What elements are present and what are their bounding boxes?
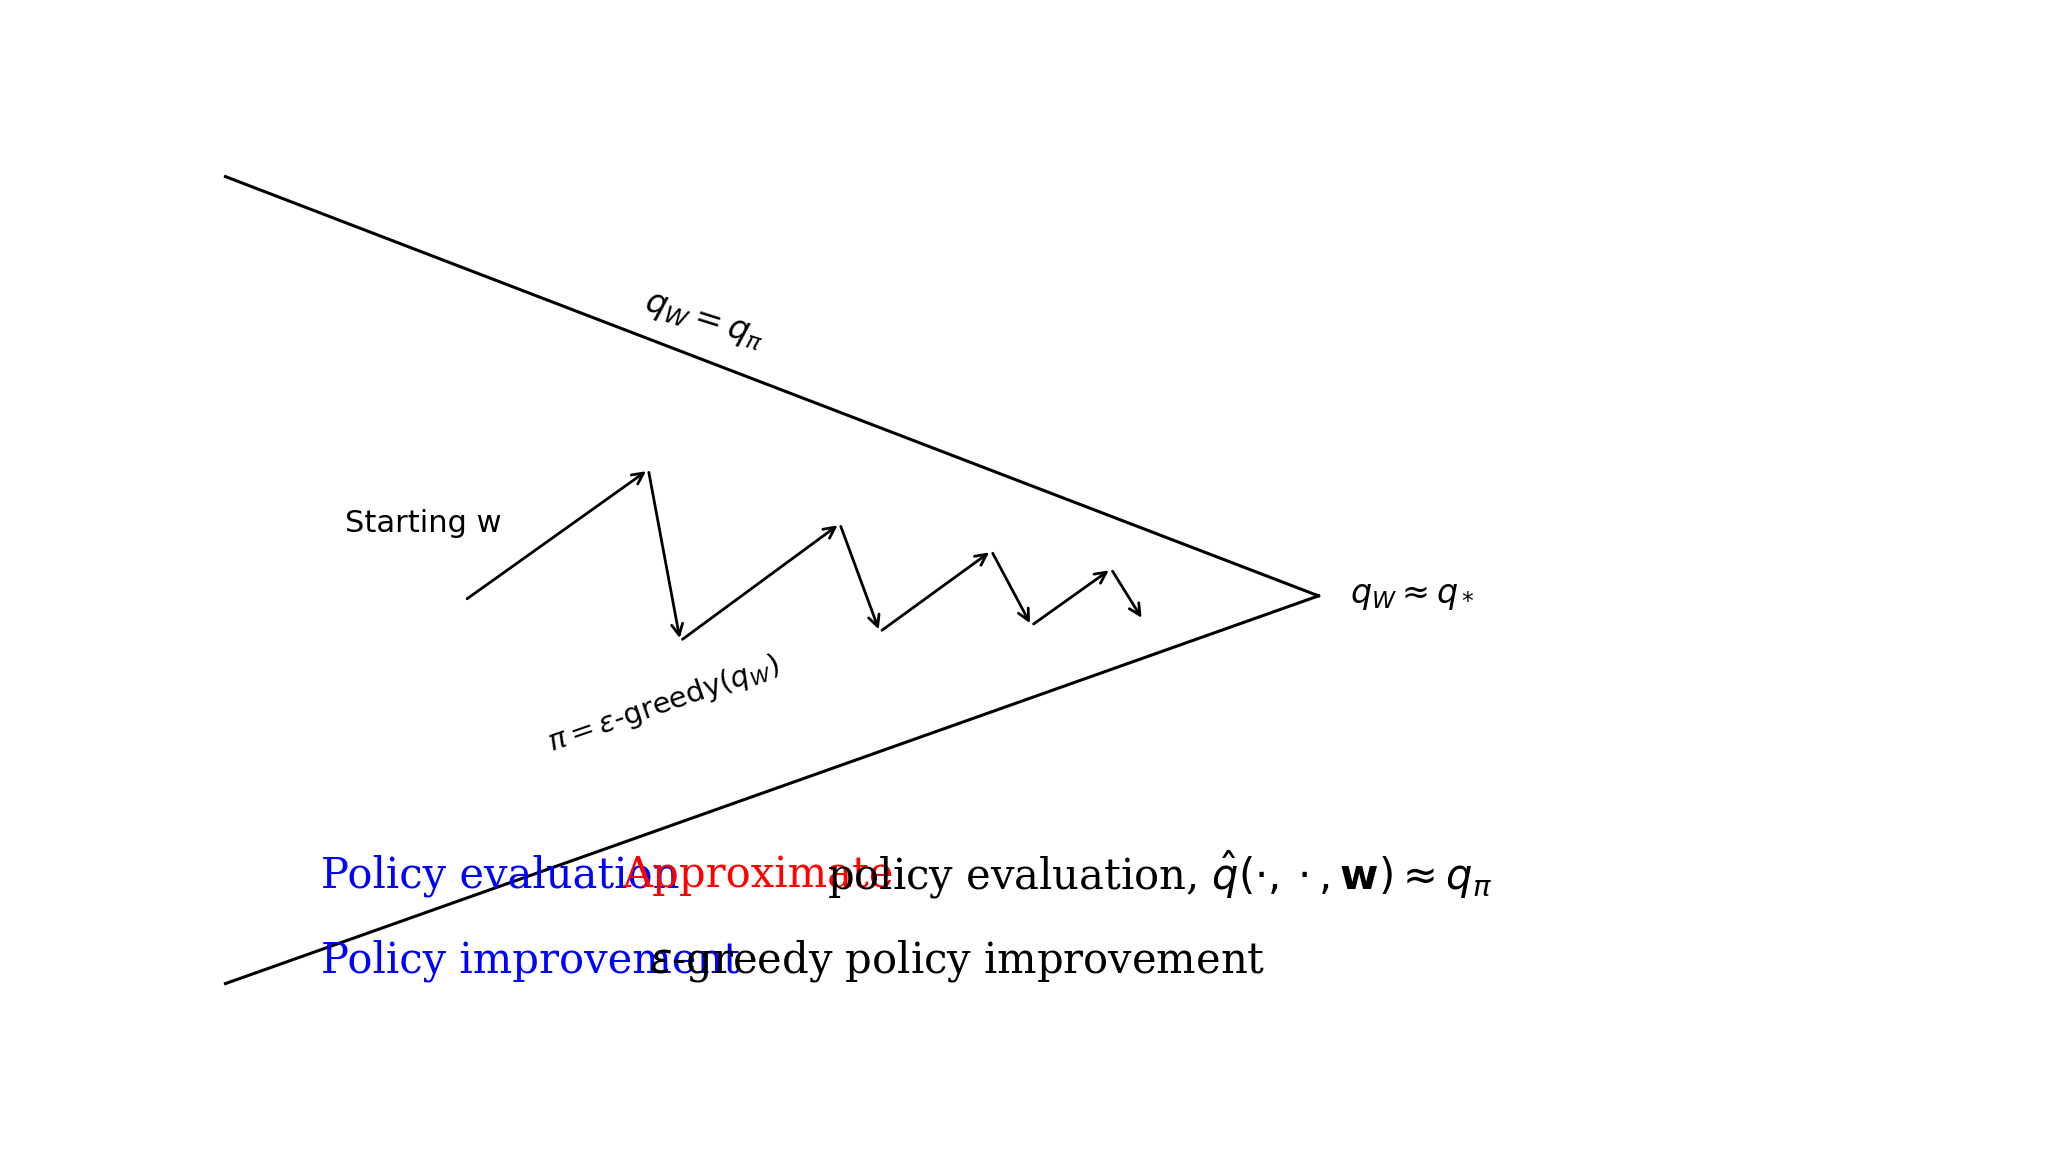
Text: Policy improvement: Policy improvement bbox=[321, 940, 739, 982]
Text: $q_W = q_{\pi}$: $q_W = q_{\pi}$ bbox=[640, 287, 768, 355]
Text: Approximate: Approximate bbox=[622, 855, 894, 896]
Text: $q_W \approx q_*$: $q_W \approx q_*$ bbox=[1351, 580, 1476, 612]
Text: Starting w: Starting w bbox=[346, 509, 502, 539]
Text: $\pi = \varepsilon$-greedy$(q_W)$: $\pi = \varepsilon$-greedy$(q_W)$ bbox=[544, 650, 784, 759]
Text: policy evaluation, $\hat{q}(\cdot, \cdot, \mathbf{w}) \approx q_{\pi}$: policy evaluation, $\hat{q}(\cdot, \cdot… bbox=[813, 849, 1493, 902]
Text: Policy evaluation: Policy evaluation bbox=[321, 854, 679, 897]
Text: $\epsilon$-greedy policy improvement: $\epsilon$-greedy policy improvement bbox=[636, 938, 1264, 984]
